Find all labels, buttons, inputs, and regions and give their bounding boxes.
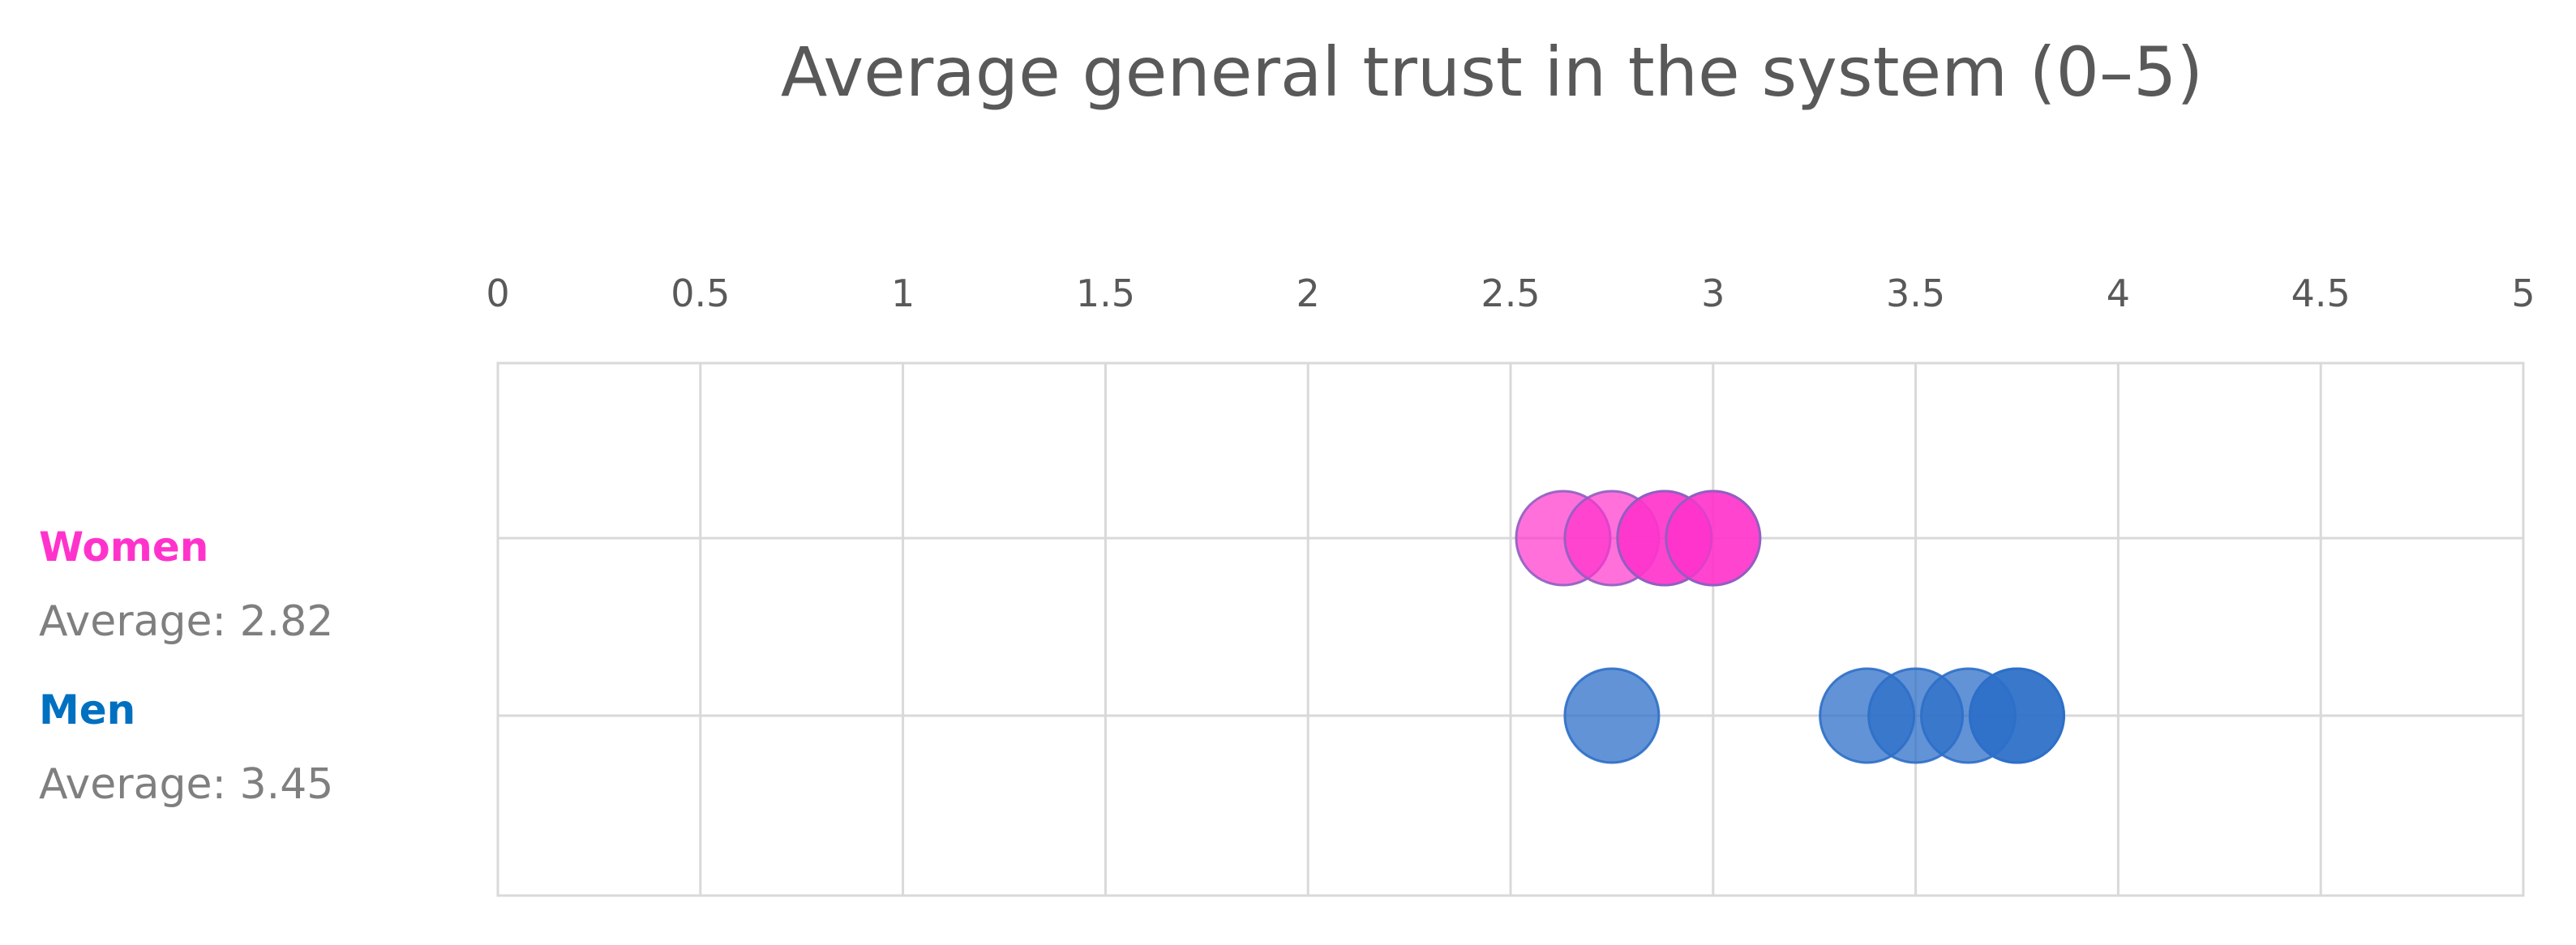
x-tick-label: 2.5: [1481, 272, 1540, 315]
women-average: Average: 2.82: [39, 597, 333, 646]
x-tick-label: 2: [1297, 272, 1320, 315]
men-average: Average: 3.45: [39, 760, 333, 809]
x-tick-label: 3.5: [1886, 272, 1945, 315]
x-tick-label: 3: [1701, 272, 1725, 315]
men-label: Men: [39, 686, 135, 733]
grid: [498, 363, 2523, 896]
x-tick-labels: 0 0.5 1 1.5 2 2.5 3 3.5 4 4.5 5: [486, 272, 2535, 315]
x-tick-label: 1.5: [1076, 272, 1135, 315]
x-tick-label: 0.5: [671, 272, 730, 315]
women-label: Women: [39, 524, 208, 571]
x-tick-label: 0: [486, 272, 509, 315]
chart-title: Average general trust in the system (0–5…: [781, 32, 2203, 112]
x-tick-label: 1: [891, 272, 915, 315]
group-labels: Women Average: 2.82 Men Average: 3.45: [39, 524, 333, 809]
x-tick-label: 4: [2107, 272, 2130, 315]
men-data-point: [1563, 667, 1661, 764]
x-tick-label: 5: [2511, 272, 2535, 315]
data-points: [1515, 490, 2065, 764]
men-data-point: [1969, 667, 2065, 764]
women-data-point: [1665, 490, 1762, 587]
x-tick-label: 4.5: [2291, 272, 2351, 315]
